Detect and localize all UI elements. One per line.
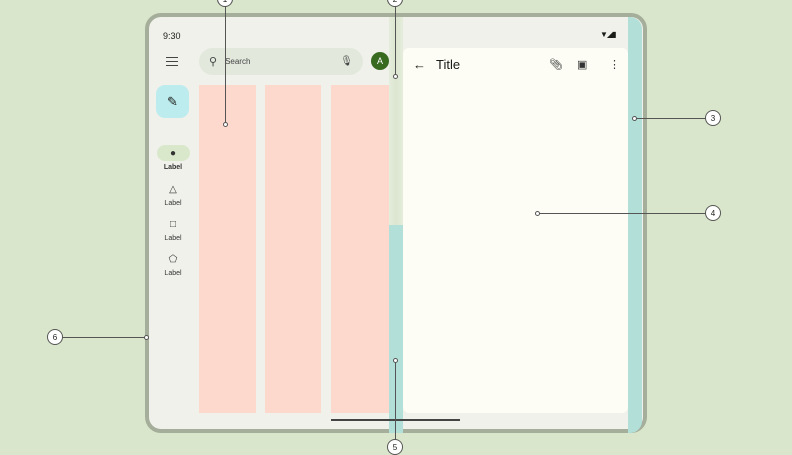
callout-6: 6 — [47, 329, 63, 345]
search-input[interactable]: Search — [225, 57, 251, 66]
more-vert-icon[interactable]: ⋮ — [609, 59, 620, 71]
mic-icon[interactable]: 🎙︎ — [340, 56, 353, 67]
search-bar[interactable]: ⚲ Search 🎙︎ — [199, 48, 363, 75]
list-column — [199, 85, 256, 413]
pencil-icon: ✎ — [167, 93, 178, 109]
callout-line — [395, 0, 396, 75]
callout-line — [62, 337, 145, 338]
callout-dot — [393, 358, 398, 363]
rail-item-1[interactable]: ● Label — [149, 145, 197, 171]
callout-dot — [632, 116, 637, 121]
rail-item-4[interactable]: ⬠ Label — [149, 251, 197, 278]
fold-spacer — [389, 225, 403, 433]
callout-dot — [535, 211, 540, 216]
callout-4: 4 — [705, 205, 721, 221]
signal-icon: ◢ — [606, 30, 613, 39]
rail-label: Label — [164, 200, 182, 207]
callout-line — [636, 118, 706, 119]
list-column — [265, 85, 321, 413]
battery-icon: ▮ — [612, 30, 617, 39]
wifi-icon: ▼ — [600, 30, 608, 39]
callout-3: 3 — [705, 110, 721, 126]
callout-1: 1 — [217, 0, 233, 7]
detail-pane — [403, 48, 628, 413]
attach-icon[interactable]: 📎︎ — [549, 59, 563, 71]
menu-icon[interactable] — [166, 57, 178, 66]
callout-5: 5 — [387, 439, 403, 455]
rail-item-3[interactable]: □ Label — [149, 216, 197, 243]
detail-title: Title — [436, 57, 461, 72]
rail-label: Label — [164, 235, 182, 242]
callout-dot — [144, 335, 149, 340]
rail-label: Label — [164, 270, 182, 277]
right-margin — [628, 17, 642, 433]
search-icon: ⚲ — [209, 56, 218, 68]
square-icon: □ — [169, 218, 177, 230]
pentagon-icon: ⬠ — [168, 253, 178, 265]
back-arrow-icon[interactable]: ← — [413, 57, 426, 72]
circle-icon: ● — [156, 145, 190, 161]
callout-2: 2 — [387, 0, 403, 7]
hinge-area — [389, 17, 403, 225]
callout-dot — [223, 122, 228, 127]
calendar-icon[interactable]: ▣ — [577, 59, 588, 71]
triangle-icon: △ — [169, 183, 177, 195]
compose-fab[interactable]: ✎ — [156, 85, 189, 118]
callout-line — [225, 0, 226, 123]
status-time: 9:30 — [163, 31, 181, 41]
avatar[interactable]: A — [371, 52, 389, 70]
status-icons: ▼◢▮ — [600, 30, 617, 39]
rail-item-2[interactable]: △ Label — [149, 181, 197, 208]
callout-line — [395, 362, 396, 442]
rail-label: Label — [163, 164, 183, 171]
callout-dot — [393, 74, 398, 79]
list-column — [331, 85, 389, 413]
callout-line — [539, 213, 706, 214]
